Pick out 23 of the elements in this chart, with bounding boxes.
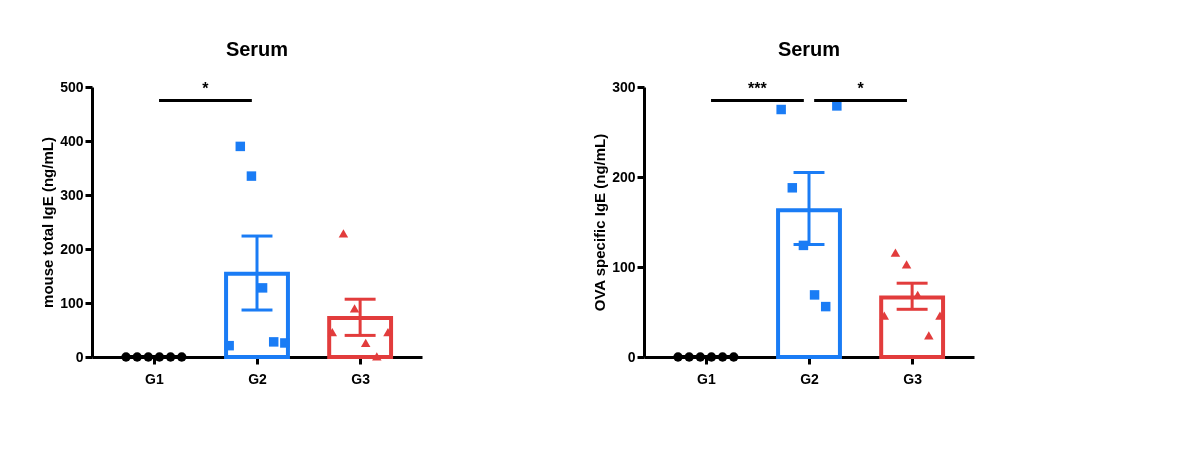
x-tick-label: G3 (903, 370, 923, 387)
x-tick-label: G1 (145, 370, 164, 387)
x-tick-label: G3 (351, 370, 371, 387)
y-tick-label: 300 (612, 78, 636, 95)
y-tick-label: 200 (60, 240, 84, 257)
y-tick-label: 200 (612, 168, 636, 185)
annotation: *** (748, 79, 768, 97)
y-axis-title: OVA specific IgE (ng/mL) (591, 133, 609, 312)
y-tick-label: 500 (60, 78, 84, 95)
annotation: * (202, 79, 210, 97)
chart-title: Serum (777, 38, 841, 60)
x-tick-label: G1 (697, 370, 716, 387)
chart-title: Serum (225, 38, 289, 60)
y-tick-label: 100 (60, 294, 84, 311)
y-tick-label: 0 (627, 348, 636, 365)
y-tick-label: 300 (60, 186, 84, 203)
annotation: * (857, 79, 865, 97)
x-tick-label: G2 (800, 370, 820, 387)
x-tick-label: G2 (248, 370, 268, 387)
y-axis-title: mouse total IgE (ng/mL) (39, 137, 57, 308)
y-tick-label: 100 (612, 258, 636, 275)
y-tick-label: 0 (75, 348, 84, 365)
y-tick-label: 400 (60, 132, 84, 149)
